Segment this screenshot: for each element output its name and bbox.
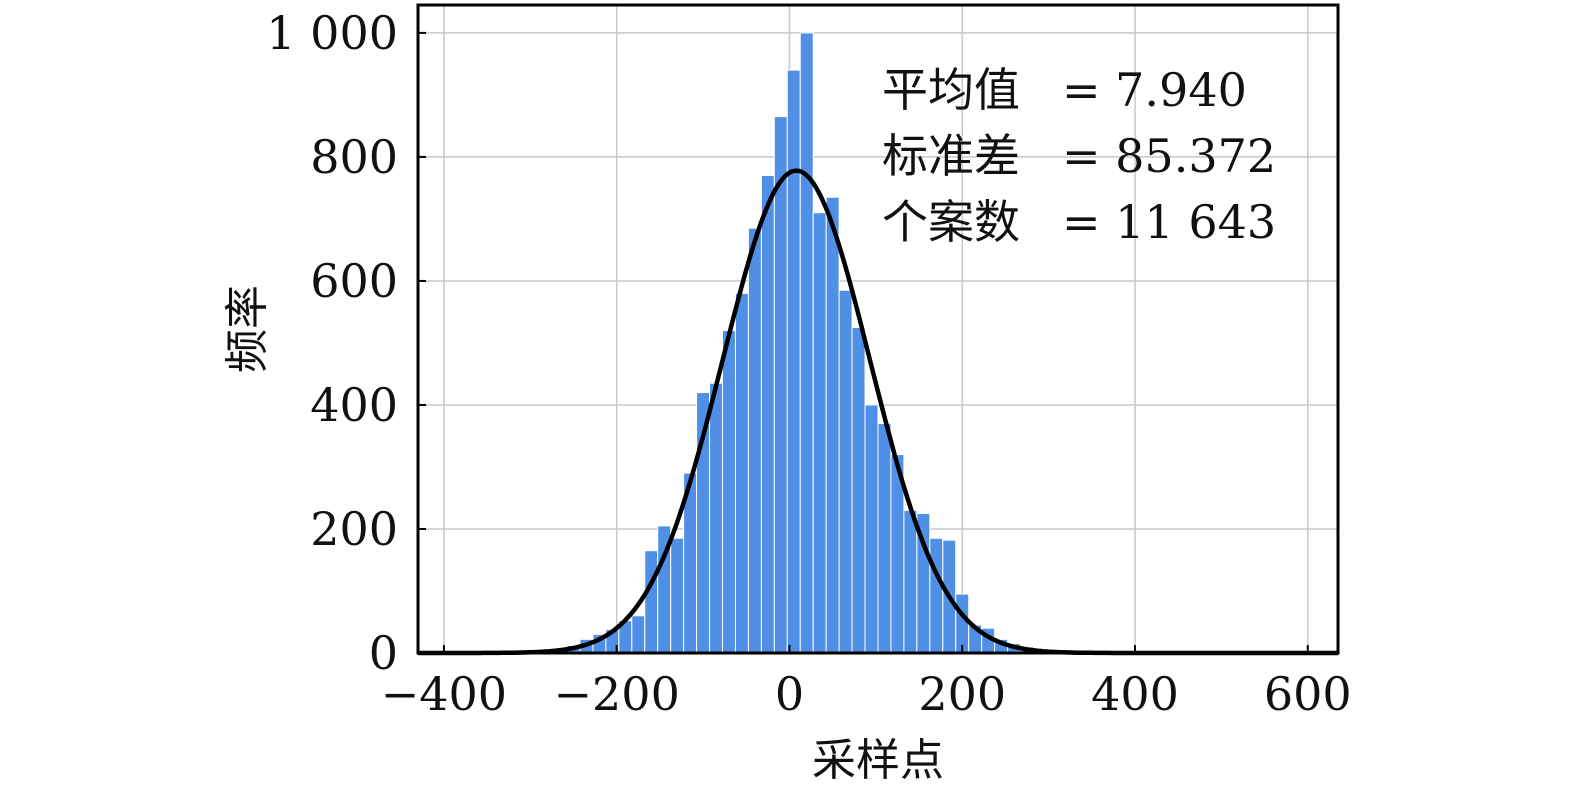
histogram-bar (773, 116, 788, 654)
y-axis-title: 频率 (222, 285, 273, 373)
y-tick-label: 0 (369, 626, 398, 680)
x-tick-label: 0 (775, 667, 804, 721)
histogram-bars (553, 32, 1060, 654)
y-tick-label: 600 (310, 254, 398, 308)
y-tick-label: 200 (310, 502, 398, 556)
histogram-bar (929, 537, 944, 654)
histogram-bar (760, 175, 775, 654)
x-tick-label: 200 (918, 667, 1006, 721)
histogram-bar (877, 423, 892, 654)
histogram-bar (786, 69, 801, 654)
histogram-bar (838, 289, 853, 654)
histogram-bar (631, 615, 646, 654)
stat-std-label: 标准差 (882, 129, 1020, 183)
histogram-bar (644, 550, 659, 654)
histogram-bar (709, 382, 724, 654)
x-axis-ticks: −400 −200 0 200 400 600 (381, 645, 1352, 721)
y-tick-label: 1 000 (266, 6, 398, 60)
y-tick-label: 800 (310, 130, 398, 184)
histogram-bar (903, 509, 918, 654)
histogram-bar (851, 326, 866, 654)
histogram-bar (955, 593, 970, 654)
histogram-bar (825, 196, 840, 654)
histogram-bar (812, 212, 827, 654)
stat-count-label: 个案数 (882, 195, 1020, 249)
stat-count-value: = 11 643 (1062, 195, 1276, 249)
histogram-bar (747, 227, 762, 654)
histogram-bar (670, 537, 685, 654)
x-tick-label: 600 (1264, 667, 1352, 721)
x-axis-title: 采样点 (812, 735, 944, 786)
stat-std-value: = 85.372 (1062, 129, 1276, 183)
stat-mean-label: 平均值 (882, 63, 1020, 117)
y-tick-label: 400 (310, 378, 398, 432)
histogram-bar (864, 404, 879, 654)
x-tick-label: −400 (381, 667, 507, 721)
statistics-annotation: 平均值 = 7.940 标准差 = 85.372 个案数 = 11 643 (882, 63, 1276, 249)
x-tick-label: 400 (1091, 667, 1179, 721)
histogram-bar (722, 330, 736, 654)
histogram-bar (799, 32, 814, 654)
x-tick-label: −200 (554, 667, 680, 721)
y-axis-ticks: 0 200 400 600 800 1 000 (266, 6, 426, 680)
stat-mean-value: = 7.940 (1062, 63, 1247, 117)
histogram-bar (734, 292, 749, 654)
plot-frame (416, 3, 1340, 655)
